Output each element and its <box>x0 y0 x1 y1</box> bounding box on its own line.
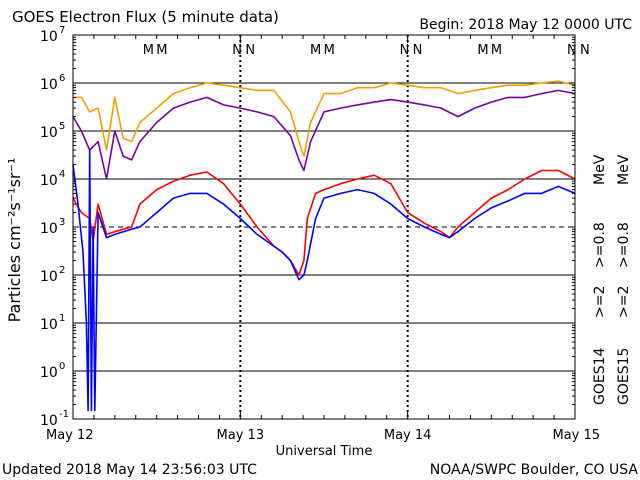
event-marker-6: N <box>400 43 410 58</box>
y-tick-exponent-1: 0 <box>59 361 65 372</box>
y-tick-label-7: 10 <box>40 77 58 93</box>
y-tick-exponent-0: -1 <box>59 409 69 420</box>
y-tick-exponent-2: 1 <box>59 313 65 324</box>
y-tick-exponent-3: 2 <box>59 265 65 276</box>
event-marker-0: M <box>143 43 154 58</box>
event-marker-4: M <box>310 43 321 58</box>
y-tick-label-3: 10 <box>40 269 58 285</box>
credit: NOAA/SWPC Boulder, CO USA <box>430 462 639 478</box>
legend-item-0-0: >=2 <box>592 286 608 318</box>
series-line-3 <box>72 149 576 412</box>
x-tick-label-2: May 14 <box>384 428 432 443</box>
legend-unit-1: MeV <box>616 154 632 185</box>
updated-time: Updated 2018 May 14 23:56:03 UTC <box>2 462 257 478</box>
legend-item-0-1: >=0.8 <box>592 222 608 268</box>
y-tick-exponent-6: 5 <box>59 121 65 132</box>
y-tick-exponent-4: 3 <box>59 217 65 228</box>
series-lines <box>72 80 576 412</box>
begin-time: Begin: 2018 May 12 0000 UTC <box>419 17 632 33</box>
event-marker-10: N <box>567 43 577 58</box>
event-marker-8: M <box>477 43 488 58</box>
legend-unit-0: MeV <box>592 154 608 185</box>
event-marker-2: N <box>232 43 242 58</box>
y-tick-label-1: 10 <box>40 365 58 381</box>
y-tick-exponent-8: 7 <box>59 25 65 36</box>
event-marker-1: M <box>156 43 167 58</box>
y-axis-label: Particles cm⁻²s⁻¹sr⁻¹ <box>5 158 24 323</box>
series-line-2 <box>72 169 576 276</box>
event-marker-3: N <box>245 43 255 58</box>
series-line-1 <box>72 89 576 180</box>
event-marker-11: N <box>580 43 590 58</box>
chart-title: GOES Electron Flux (5 minute data) <box>12 8 279 26</box>
event-marker-7: N <box>413 43 423 58</box>
y-tick-exponent-7: 6 <box>59 73 65 84</box>
x-tick-label-0: May 12 <box>46 428 94 443</box>
y-tick-label-4: 10 <box>40 221 58 237</box>
y-tick-label-8: 10 <box>40 29 58 45</box>
x-tick-label-1: May 13 <box>217 428 265 443</box>
series-line-0 <box>73 80 576 157</box>
grid <box>73 35 575 419</box>
x-axis-ticks: May 12 May 13 May 14 May 15 <box>46 35 600 443</box>
legend: GOES14 >=2 >=0.8 MeV GOES15 >=2 >=0.8 MeV <box>592 154 632 405</box>
event-marker-5: M <box>324 43 335 58</box>
x-axis-label: Universal Time <box>276 444 373 459</box>
y-tick-label-6: 10 <box>40 125 58 141</box>
x-tick-label-3: May 15 <box>552 428 600 443</box>
legend-group-1: GOES15 <box>616 348 632 405</box>
y-tick-label-2: 10 <box>40 317 58 333</box>
legend-group-0: GOES14 <box>592 347 608 405</box>
event-marker-9: M <box>491 43 502 58</box>
legend-item-1-1: >=0.8 <box>616 222 632 268</box>
y-tick-exponent-5: 4 <box>59 169 65 180</box>
y-tick-label-5: 10 <box>40 173 58 189</box>
legend-item-1-0: >=2 <box>616 286 632 318</box>
y-tick-label-0: 10 <box>40 413 58 429</box>
